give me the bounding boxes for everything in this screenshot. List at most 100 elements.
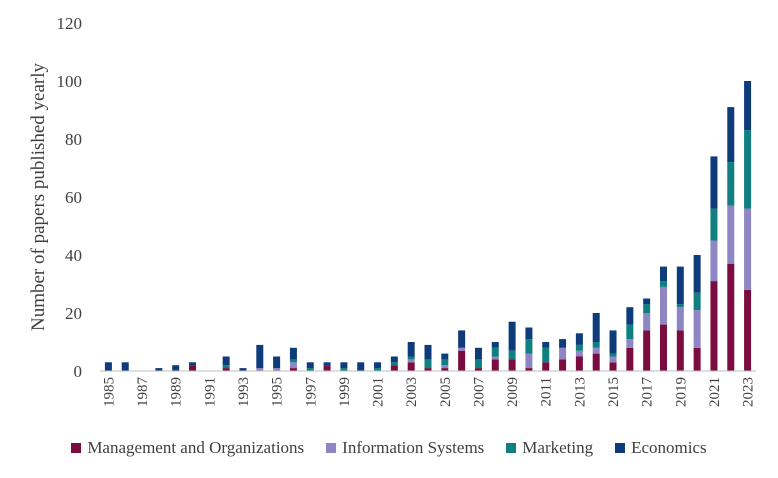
bar-segment	[508, 359, 516, 371]
bar-segment	[676, 266, 684, 305]
x-tick-label: 1999	[337, 377, 353, 407]
bar-segment	[474, 368, 482, 371]
bar-segment	[189, 365, 197, 371]
bar-segment	[744, 81, 752, 131]
bar-segment	[374, 362, 382, 369]
bar-segment	[121, 362, 129, 371]
bar-segment	[357, 362, 365, 371]
bar-segment	[609, 362, 617, 371]
bar-segment	[693, 310, 701, 348]
bar-segment	[424, 344, 432, 360]
bar-segment	[508, 321, 516, 351]
bar-segment	[289, 359, 297, 363]
x-tick-label: 2005	[438, 377, 454, 407]
x-tick-label: 1993	[236, 377, 252, 407]
bar-segment	[693, 292, 701, 311]
bar-segment	[525, 368, 533, 371]
x-tick-label: 1989	[169, 377, 185, 407]
bar-segment	[289, 362, 297, 369]
x-tick-label: 1987	[135, 377, 151, 408]
bar-segment	[609, 353, 617, 357]
bar-segment	[559, 339, 567, 348]
bar-segment	[458, 347, 466, 351]
bar-segment	[491, 356, 499, 360]
bar-segment	[491, 342, 499, 348]
bar-segment	[693, 255, 701, 293]
legend-label: Information Systems	[342, 438, 485, 457]
bar-segment	[643, 330, 651, 371]
x-tick-label: 1995	[270, 377, 286, 407]
bar-segment	[474, 359, 482, 369]
bar-segment	[626, 339, 634, 348]
bar-segment	[407, 362, 415, 371]
bar-segment	[273, 356, 281, 369]
bar-segment	[441, 359, 449, 366]
x-tick-label: 2009	[505, 377, 521, 407]
bar-segment	[525, 353, 533, 369]
bar-segment	[710, 156, 718, 209]
x-tick-label: 2013	[572, 377, 588, 407]
x-tick-label: 2015	[606, 377, 622, 407]
bar-segment	[222, 356, 230, 366]
bar-segment	[559, 347, 567, 360]
x-tick-label: 2001	[371, 377, 387, 407]
bar-segment	[306, 362, 314, 369]
bar-segment	[104, 362, 112, 371]
legend-swatch	[506, 443, 517, 453]
y-tick-label: 0	[74, 362, 83, 381]
bar-segment	[172, 365, 180, 371]
bar-segment	[592, 353, 600, 371]
bar-segment	[390, 365, 398, 371]
bar-segment	[676, 304, 684, 308]
x-tick-label: 2003	[404, 377, 420, 407]
bar-segment	[575, 350, 583, 357]
x-tick-label: 2021	[707, 377, 723, 407]
bar-segment	[693, 347, 701, 371]
bar-segment	[626, 347, 634, 371]
bar-segment	[744, 289, 752, 371]
legend-item: Information Systems	[326, 438, 484, 458]
bar-segment	[289, 347, 297, 360]
bar-segment	[273, 368, 281, 371]
bar-segment	[559, 359, 567, 371]
bar-segment	[222, 368, 230, 371]
bar-segment	[474, 347, 482, 360]
bar-segment	[744, 130, 752, 209]
y-axis-title: Number of papers published yearly	[28, 62, 49, 331]
bar-segment	[542, 347, 550, 363]
bar-segment	[407, 342, 415, 357]
bar-segment	[592, 347, 600, 354]
legend-item: Marketing	[506, 438, 593, 458]
bar-segment	[491, 347, 499, 357]
bar-segment	[542, 342, 550, 348]
x-tick-label: 2019	[673, 377, 689, 407]
x-tick-label: 1985	[101, 377, 117, 407]
y-tick-label: 20	[65, 304, 82, 323]
bar-segment	[592, 313, 600, 342]
bar-segment	[458, 350, 466, 371]
bar-segment	[323, 365, 331, 371]
bar-segment	[626, 324, 634, 340]
bar-segment	[609, 330, 617, 354]
bar-segment	[441, 365, 449, 369]
bar-segment	[643, 304, 651, 313]
legend-label: Economics	[631, 438, 707, 457]
y-tick-label: 40	[65, 246, 82, 265]
y-tick-label: 120	[57, 14, 83, 33]
y-tick-label: 60	[65, 188, 82, 207]
y-tick-label: 80	[65, 130, 82, 149]
bar-segment	[659, 324, 667, 371]
bar-segment	[323, 362, 331, 366]
bar-segment	[222, 365, 230, 369]
bar-segment	[643, 313, 651, 331]
bar-segment	[390, 362, 398, 366]
bar-segment	[710, 208, 718, 241]
bar-segment	[575, 356, 583, 371]
bar-segment	[626, 307, 634, 325]
bar-segment	[592, 342, 600, 348]
legend: Management and Organizations Information…	[0, 438, 778, 458]
stacked-bar-chart: 0 20 40 60 80 100 120 Number of papers publishe…	[28, 14, 757, 408]
bar-segment	[239, 368, 247, 371]
x-tick-label: 1991	[202, 377, 218, 407]
